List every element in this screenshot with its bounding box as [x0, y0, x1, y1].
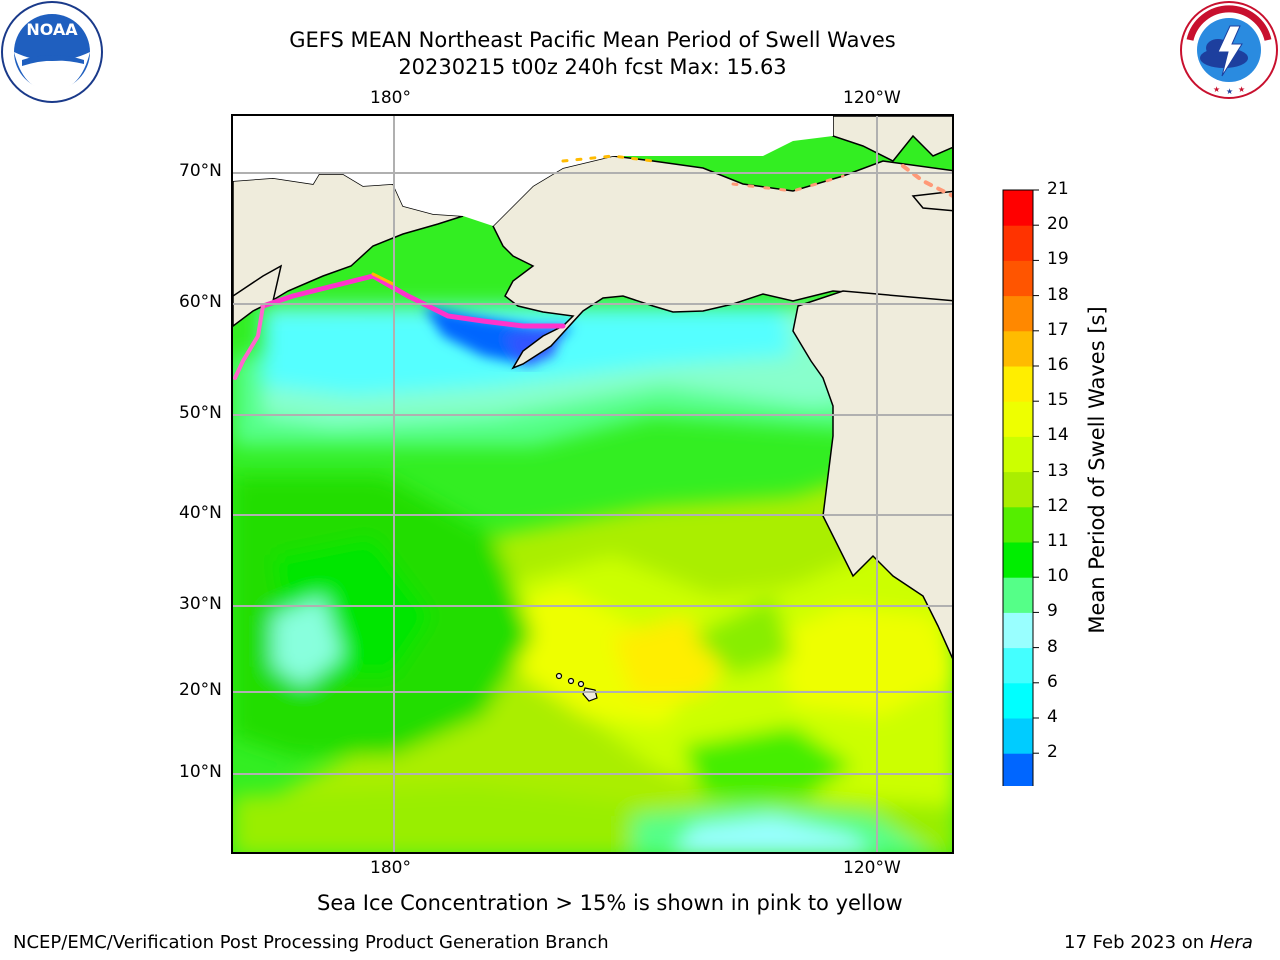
colorbar-tick-label: 10 — [1047, 566, 1069, 587]
credit-date: 17 Feb 2023 on — [1064, 932, 1210, 953]
lon-tick-top-120w: 120°W — [843, 88, 901, 108]
graticule — [233, 116, 952, 852]
colorbar-tick-label: 8 — [1047, 636, 1058, 657]
colorbar-tick-label: 11 — [1047, 531, 1069, 551]
colorbar-swatch — [1003, 612, 1033, 649]
colorbar-tick-label: 18 — [1047, 284, 1069, 305]
colorbar-swatch — [1003, 577, 1033, 613]
sea-ice-note: Sea Ice Concentration > 15% is shown in … — [317, 891, 903, 915]
credit-right: 17 Feb 2023 on Hera — [1064, 932, 1253, 953]
chart-subtitle: 20230215 t00z 240h fcst Max: 15.63 — [398, 55, 787, 79]
sea-ice-edge — [233, 154, 952, 380]
colorbar-tick-label: 19 — [1047, 249, 1069, 270]
lon-tick-top-180: 180° — [370, 88, 411, 108]
lat-tick-40n: 40°N — [179, 503, 222, 523]
colorbar-tick-label: 12 — [1047, 495, 1069, 516]
colorbar-swatch — [1003, 718, 1033, 754]
colorbar-tick-label: 6 — [1047, 671, 1058, 692]
lat-tick-10n: 10°N — [179, 762, 222, 782]
colorbar-swatch — [1003, 225, 1033, 261]
lat-tick-60n: 60°N — [179, 292, 222, 312]
colorbar-tick-label: 4 — [1047, 707, 1058, 727]
colorbar-tick-label: 16 — [1047, 355, 1069, 375]
colorbar-outline — [1002, 189, 1034, 786]
lon-tick-bottom-120w: 120°W — [843, 858, 901, 878]
svg-text:★: ★ — [1238, 85, 1245, 94]
lat-tick-50n: 50°N — [179, 403, 222, 423]
colorbar-label: Mean Period of Swell Waves [s] — [1085, 306, 1109, 634]
noaa-logo-icon: NOAA — [1, 1, 103, 103]
nws-logo-icon: ★ ★ ★ — [1180, 1, 1278, 99]
swell-period-map — [233, 116, 952, 852]
colorbar-swatch — [1003, 753, 1033, 786]
colorbar-swatch — [1003, 647, 1033, 684]
colorbar-tick-label: 14 — [1047, 425, 1069, 446]
colorbar-swatch — [1003, 436, 1033, 473]
colorbar-swatch — [1003, 542, 1033, 578]
svg-text:★: ★ — [1213, 85, 1220, 94]
colorbar-tick-label: 20 — [1047, 214, 1069, 235]
lon-tick-bottom-180: 180° — [370, 858, 411, 878]
colorbar-tick-label: 17 — [1047, 319, 1069, 340]
credit-host: Hera — [1209, 932, 1253, 953]
colorbar-swatch — [1003, 471, 1033, 508]
colorbar-swatch — [1003, 260, 1033, 297]
colorbar-swatch — [1003, 295, 1033, 332]
land-masses — [233, 116, 952, 659]
colorbar-tick-label: 2 — [1047, 742, 1058, 763]
map-panel — [231, 114, 954, 854]
colorbar-swatch — [1003, 401, 1033, 437]
colorbar-tick-label: 15 — [1047, 390, 1069, 411]
colorbar-swatch — [1003, 506, 1033, 543]
colorbar-swatch — [1003, 330, 1033, 367]
svg-text:★: ★ — [1226, 87, 1233, 96]
lat-tick-20n: 20°N — [179, 680, 222, 700]
colorbar-tick-label: 13 — [1047, 460, 1069, 481]
lat-tick-30n: 30°N — [179, 594, 222, 614]
chart-title: GEFS MEAN Northeast Pacific Mean Period … — [289, 28, 896, 52]
colorbar-swatch — [1003, 366, 1033, 402]
colorbar-tick-label: 9 — [1047, 601, 1058, 622]
noaa-logo-text: NOAA — [26, 20, 78, 39]
colorbar-swatch — [1003, 682, 1033, 719]
colorbar — [1002, 189, 1039, 786]
lat-tick-70n: 70°N — [179, 161, 222, 181]
credit-left: NCEP/EMC/Verification Post Processing Pr… — [13, 932, 609, 953]
colorbar-tick-label: 21 — [1047, 179, 1069, 199]
colorbar-swatch — [1003, 190, 1033, 226]
